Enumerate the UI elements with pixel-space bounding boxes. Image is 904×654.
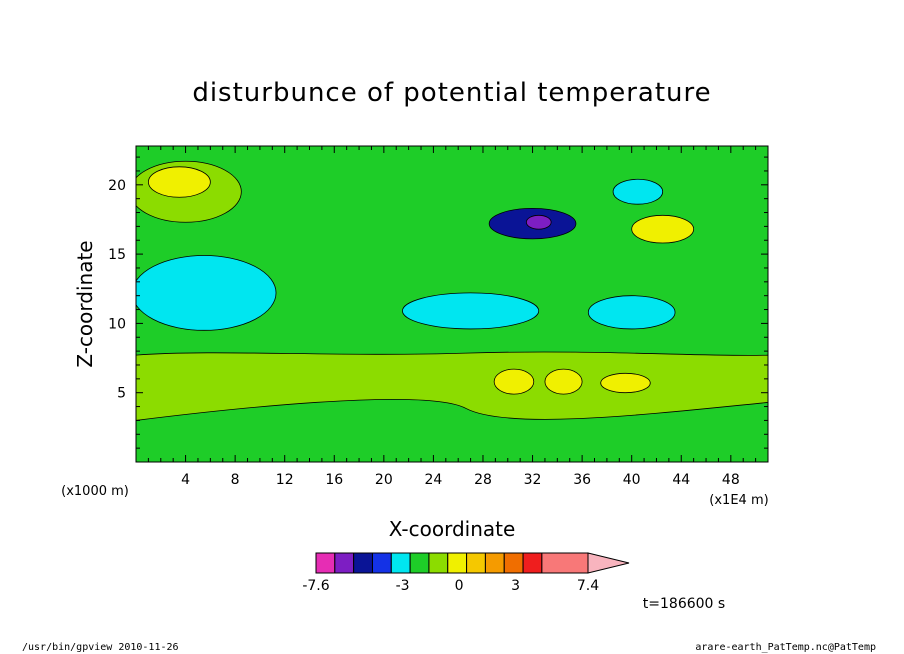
colorbar-ticks: -7.6 -3 0 3 7.4 [302, 578, 599, 594]
contour-region [402, 292, 540, 330]
x-tick-label: 28 [474, 472, 492, 488]
contour-region [587, 295, 676, 330]
colorbar-swatch [390, 552, 411, 574]
colorbar-tick-label: 0 [455, 578, 464, 594]
x-tick-label: 4 [181, 472, 190, 488]
plot-frame [135, 145, 769, 463]
colorbar-swatch [315, 552, 336, 574]
y-tick-label: 5 [117, 386, 126, 402]
x-tick-label: 8 [231, 472, 240, 488]
y-tick-label: 15 [108, 247, 126, 263]
colorbar-swatch [353, 552, 373, 574]
colorbar [315, 552, 630, 574]
x-tick-label: 40 [623, 472, 641, 488]
colorbar-swatch [334, 552, 355, 574]
x-tick-label: 24 [424, 472, 442, 488]
colorbar-tick-label: -7.6 [302, 578, 329, 594]
colorbar-swatch [522, 552, 543, 574]
colorbar-extend-triangle [587, 552, 630, 574]
x-tick-label: 20 [375, 472, 393, 488]
contour-region [525, 214, 552, 230]
contour-region [631, 214, 695, 244]
colorbar-swatch [409, 552, 430, 574]
contour-region [147, 166, 211, 198]
colorbar-swatch [503, 552, 524, 574]
y-unit-label: (x1000 m) [61, 484, 129, 499]
contour-region [136, 351, 768, 421]
colorbar-swatch [466, 552, 486, 574]
x-tick-label: 12 [276, 472, 294, 488]
colorbar-swatch [371, 552, 392, 574]
x-axis-title: X-coordinate [389, 517, 516, 541]
chart-title: disturbunce of potential temperature [192, 78, 711, 108]
colorbar-tick-label: 3 [511, 578, 520, 594]
footer-right: arare-earth_PatTemp.nc@PatTemp [695, 642, 876, 653]
y-ticks: 5 10 15 20 [108, 156, 768, 449]
x-tick-label: 36 [573, 472, 591, 488]
contour-region [544, 368, 583, 395]
y-tick-label: 20 [108, 178, 126, 194]
y-axis-title: Z-coordinate [73, 240, 97, 367]
x-ticks: 4 8 12 16 20 24 28 32 36 40 44 48 [147, 146, 757, 488]
x-tick-label: 32 [524, 472, 542, 488]
colorbar-swatch [447, 552, 468, 574]
contour-region [136, 255, 277, 331]
colorbar-swatch [484, 552, 505, 574]
contour-region [612, 178, 664, 205]
x-tick-label: 44 [672, 472, 690, 488]
colorbar-tick-label: -3 [396, 578, 410, 594]
x-unit-label: (x1E4 m) [709, 493, 768, 508]
colorbar-swatch [541, 552, 589, 574]
contour-fields [136, 160, 768, 421]
colorbar-swatch [428, 552, 449, 574]
x-tick-label: 16 [325, 472, 343, 488]
contour-region [600, 372, 651, 394]
contour-region [493, 368, 535, 395]
colorbar-tick-label: 7.4 [577, 578, 599, 594]
x-tick-label: 48 [722, 472, 740, 488]
footer-left: /usr/bin/gpview 2010-11-26 [22, 642, 179, 653]
time-label: t=186600 s [643, 596, 725, 612]
y-tick-label: 10 [108, 316, 126, 332]
